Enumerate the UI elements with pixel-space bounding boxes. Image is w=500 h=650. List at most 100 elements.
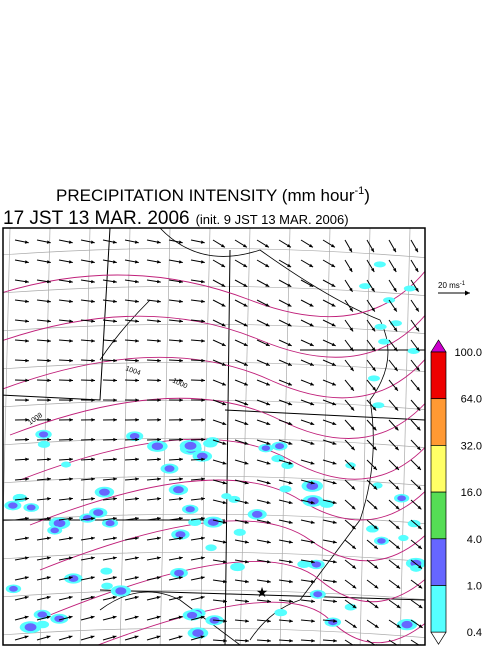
wind-arrow [366,639,376,645]
wind-arrow-head [309,303,314,307]
wind-arrow-head [416,406,421,411]
wind-arrow-head [46,576,51,580]
wind-arrow-head [112,240,117,244]
wind-arrow-head [243,322,248,327]
wind-arrow-head [371,287,375,292]
wind-arrow-head [221,303,226,307]
wind-arrow-head [286,243,291,248]
wind-arrow-head [47,516,51,521]
wind-scale-label: 20 ms-1 [438,281,466,290]
wind-arrow-head [352,565,357,569]
wind-arrow-head [222,441,227,445]
wind-arrow-head [333,599,337,603]
wind-arrow-head [266,500,271,505]
wind-arrow-head [24,576,29,580]
wind-arrow-head [157,457,161,462]
wind-arrow-head [113,418,117,422]
wind-arrow-head [135,358,139,363]
wind-arrow-head [179,457,183,462]
wind-arrow-head [308,243,313,248]
wind-arrow-head [47,358,51,363]
wind-arrow-head [371,347,376,352]
wind-arrow-head [113,437,117,442]
wind-arrow-head [266,382,270,386]
wind-arrow-head [266,481,271,485]
wind-arrow-head [201,339,205,343]
wind-arrow-head [178,576,183,580]
wind-arrow-head [331,263,336,268]
wind-arrow-head [178,260,183,264]
wind-scale-text: 20 ms [438,281,460,290]
wind-arrow-head [47,477,51,481]
wind-arrow-head [417,525,422,530]
wind-arrow-head [287,342,292,346]
precip-light [100,567,113,575]
wind-arrow-head [223,619,227,623]
wind-arrow-head [352,624,357,628]
wind-arrow-head [68,615,73,620]
wind-arrow-head [179,516,183,521]
wind-arrow-head [332,441,337,445]
isobar-label: 1004 [124,365,141,377]
wind-arrow-head [333,638,337,643]
wind-arrow-head [68,576,73,580]
wind-arrow-head [245,619,249,623]
wind-arrow-head [332,421,337,426]
wind-arrow-head [222,520,227,524]
wind-arrow-head [46,635,51,639]
wind-arrow-head [348,267,353,272]
precip-light [279,485,292,493]
colorbar-segment [430,398,447,446]
wind-arrow-head [372,386,376,391]
wind-arrow-head [156,576,161,580]
wind-arrow-head [370,248,374,253]
wind-arrow-head [289,579,293,584]
lon-line [239,228,251,645]
wind-arrow-head [222,461,227,465]
colorbar-segment [430,445,447,493]
wind-arrow-head [350,446,355,451]
wind-arrow-head [416,426,421,431]
wind-arrow-head [179,497,183,501]
wind-arrow-head [332,560,337,564]
lat-line [3,323,425,334]
wind-arrow-head [201,398,205,402]
wind-arrow-head [372,367,376,372]
wind-arrow-head [179,418,183,422]
precip-moderate [401,620,413,629]
wind-arrow-head [91,457,95,462]
wind-arrow-head [68,240,73,244]
wind-arrow-head [244,481,249,485]
wind-arrow-head [416,367,420,372]
lon-line [39,228,51,645]
wind-arrow-head [396,604,401,609]
wind-arrow-head [244,441,249,445]
wind-arrow-head [68,635,73,639]
precip-light [36,620,50,629]
wind-arrow-head [243,342,248,346]
wind-arrow-head [200,576,205,580]
wind-arrow-head [135,319,139,323]
wind-arrow-head [179,279,183,284]
wind-arrow-head [46,260,51,264]
precip-moderate [82,514,93,522]
wind-arrow-head [393,327,398,332]
wind-arrow-head [243,283,248,287]
wind-arrow-head [332,481,337,485]
wind-arrow-head [68,595,73,600]
wind-arrow-head [24,556,29,560]
wind-arrow-head [394,406,399,411]
wind-arrow-head [371,307,375,312]
wind-arrow-head [265,342,270,346]
wind-arrow-head [394,367,398,372]
colorbar-label: 1.0 [467,581,482,593]
wind-arrow-head [201,299,205,304]
wind-arrow-head [135,299,139,304]
wind-arrow-head [395,545,400,549]
wind-arrow-head [417,545,422,549]
wind-arrow-head [374,565,379,569]
subtitle-time: 17 JST 13 MAR. 2006 [3,208,190,229]
wind-arrow-head [332,520,337,524]
precip-moderate [26,504,36,511]
wind-arrow-head [112,536,117,541]
